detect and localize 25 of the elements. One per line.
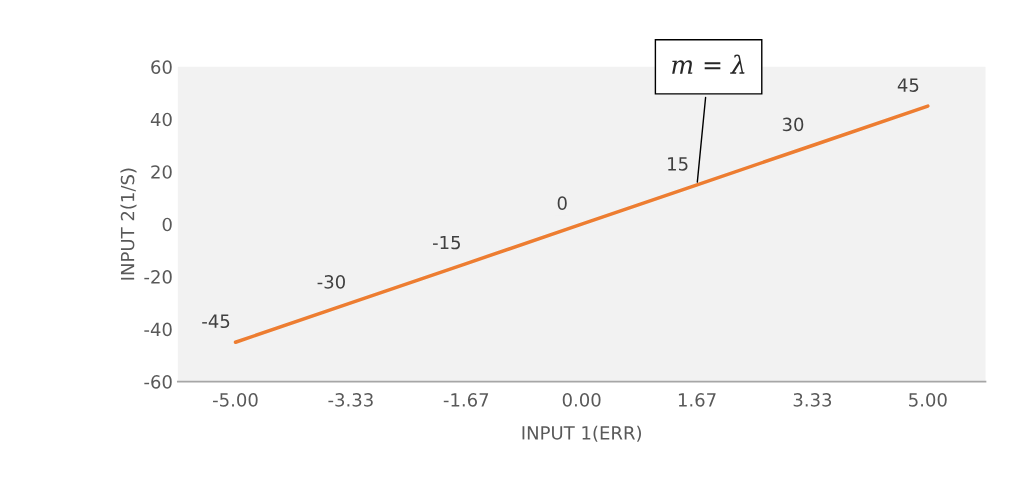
line-series [233,104,930,344]
data-label: -30 [317,275,345,289]
y-tick-label: 20 [151,165,172,179]
x-tick-label: 3.33 [793,393,832,407]
x-axis-title: INPUT 1(ERR) [522,425,641,442]
x-tick-label: -1.67 [443,393,489,407]
x-tick-label: -3.33 [328,393,373,407]
annotation: m = λ [672,54,745,74]
data-label: 0 [557,196,567,210]
y-tick-label: -40 [144,322,172,337]
y-tick-label: 0 [162,217,172,232]
y-tick-label: 40 [150,112,172,127]
y-tick-label: 60 [151,60,172,74]
x-tick-label: 5.00 [909,393,947,407]
x-tick-label: 1.67 [678,393,716,407]
data-label: 30 [782,117,804,132]
data-label: -45 [202,314,230,329]
data-label: 15 [668,157,688,171]
x-tick-label: -5.00 [213,393,258,407]
data-label: 45 [897,78,919,92]
x-tick-label: 0.00 [562,393,601,407]
y-tick-label: -20 [144,270,172,284]
y-tick-label: -60 [144,375,172,389]
y-axis-title: INPUT 2(1/S) [120,168,137,280]
data-label: -15 [432,235,460,250]
